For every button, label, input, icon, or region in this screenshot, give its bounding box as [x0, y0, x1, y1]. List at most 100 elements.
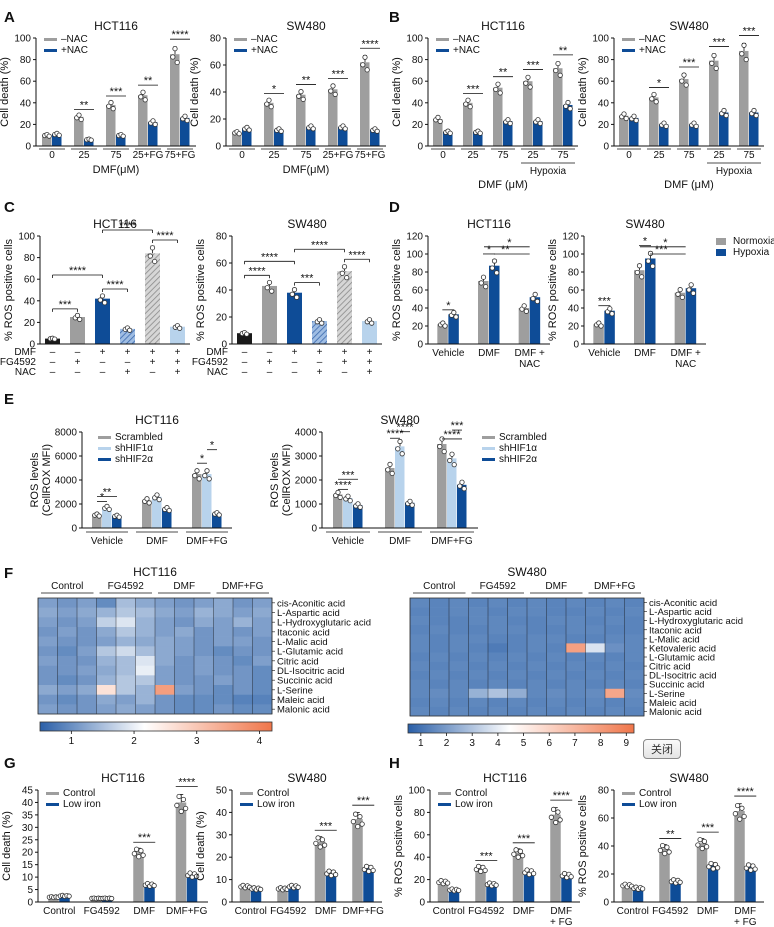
condition-sign: +: [175, 367, 181, 378]
data-point: [645, 258, 651, 264]
y-axis-label: % ROS positive cells: [3, 238, 15, 341]
data-point: [176, 793, 182, 800]
bar: [138, 95, 148, 146]
bar: [52, 134, 62, 146]
heatmap-cell: [546, 652, 567, 662]
legend-entry: Hypoxia: [733, 247, 770, 258]
data-point: [322, 842, 328, 848]
y-tick-label: 40: [210, 88, 222, 99]
heatmap-cell: [468, 679, 489, 690]
colorbar: [407, 723, 635, 734]
bar: [180, 117, 190, 146]
condition-sign: –: [150, 367, 156, 378]
heatmap-cell: [38, 656, 58, 666]
bar: [550, 814, 561, 902]
heatmap-cell: [213, 656, 234, 666]
heatmap-cell: [155, 665, 175, 676]
data-point: [109, 895, 115, 902]
y-tick-label: 60: [568, 286, 580, 297]
heatmap-cell: [624, 643, 645, 653]
bar: [212, 513, 222, 528]
heatmap-cell: [57, 627, 78, 637]
bar: [145, 253, 160, 344]
heatmap-cell: [585, 652, 606, 662]
group-label: Hypoxia: [716, 166, 753, 177]
panel-H-HCT116: 0 20 40 60 80 100% ROS positive cells HCT116 **…: [393, 771, 580, 927]
y-axis-label: % ROS positive cells: [577, 794, 589, 897]
bar: [360, 62, 370, 146]
heatmap-cell: [213, 617, 234, 628]
data-point: [56, 132, 62, 138]
heatmap-cell: [566, 652, 586, 662]
significance-mark: *: [663, 237, 668, 249]
data-point: [751, 107, 757, 114]
legend-entry: Control: [639, 788, 671, 799]
data-point: [355, 823, 361, 830]
x-tick-label: 25: [467, 150, 479, 161]
data-point: [609, 311, 615, 317]
data-point: [296, 93, 302, 99]
x-tick-label: DMF: [315, 906, 337, 917]
significance-mark: **: [80, 99, 89, 111]
close-button[interactable]: 关闭: [643, 739, 681, 759]
chart-title: HCT116: [94, 19, 138, 33]
x-tick-label: NAC: [519, 359, 540, 370]
x-tick-label: Vehicle: [91, 536, 124, 547]
chart-title: HCT116: [93, 217, 137, 231]
data-point: [339, 270, 345, 276]
heatmap-cell: [38, 607, 58, 618]
legend-swatch: [44, 38, 57, 41]
row-label: cis-Aconitic acid: [649, 598, 717, 609]
data-point: [523, 80, 529, 86]
panel-letter-D: D: [389, 199, 400, 216]
data-point: [688, 282, 694, 288]
chart-title: HCT116: [483, 771, 527, 785]
heatmap-cell: [449, 679, 469, 690]
data-point: [363, 863, 370, 869]
legend-swatch: [438, 792, 451, 795]
x-tick-label: DMF: [389, 536, 411, 547]
bar: [288, 886, 299, 902]
legend-swatch: [98, 436, 111, 439]
data-point: [748, 867, 754, 873]
heatmap-cell: [566, 679, 586, 690]
significance-mark: ***: [110, 86, 124, 98]
heatmap-cell: [546, 661, 567, 671]
data-point: [140, 89, 146, 95]
heatmap-cell: [194, 627, 214, 637]
heatmap-cell: [429, 652, 450, 662]
heatmap-cell: [546, 697, 567, 708]
row-label: L-Malic acid: [277, 637, 328, 648]
panel-letter-H: H: [389, 755, 400, 772]
heatmap-cell: [233, 685, 253, 695]
bar: [670, 881, 681, 902]
bar: [162, 508, 172, 528]
heatmap-cell: [233, 646, 253, 657]
heatmap-cell: [527, 661, 547, 671]
y-tick-label: 80: [412, 55, 424, 66]
data-point: [480, 274, 487, 280]
y-tick-label: 0: [215, 142, 221, 153]
y-tick-label: 4000: [295, 428, 318, 439]
heatmap-cell: [507, 688, 528, 699]
y-tick-label: 0: [221, 898, 227, 909]
data-point: [555, 809, 561, 815]
x-tick-label: 25: [268, 150, 280, 161]
heatmap-cell: [488, 634, 508, 644]
condition-sign: –: [50, 357, 56, 368]
condition-sign: +: [367, 357, 373, 368]
heatmap-cell: [135, 598, 156, 608]
heatmap-cell: [468, 598, 489, 608]
data-point: [697, 837, 703, 843]
data-point: [679, 294, 685, 300]
row-label: Malonic acid: [649, 707, 702, 718]
bar: [84, 139, 94, 146]
heatmap-cell: [96, 636, 117, 647]
data-point: [178, 808, 184, 815]
x-tick-label: DMF+FG: [186, 536, 228, 547]
data-point: [721, 107, 727, 114]
significance-mark: *: [507, 237, 512, 249]
data-point: [97, 297, 103, 303]
data-point: [461, 486, 467, 492]
data-point: [152, 258, 158, 265]
